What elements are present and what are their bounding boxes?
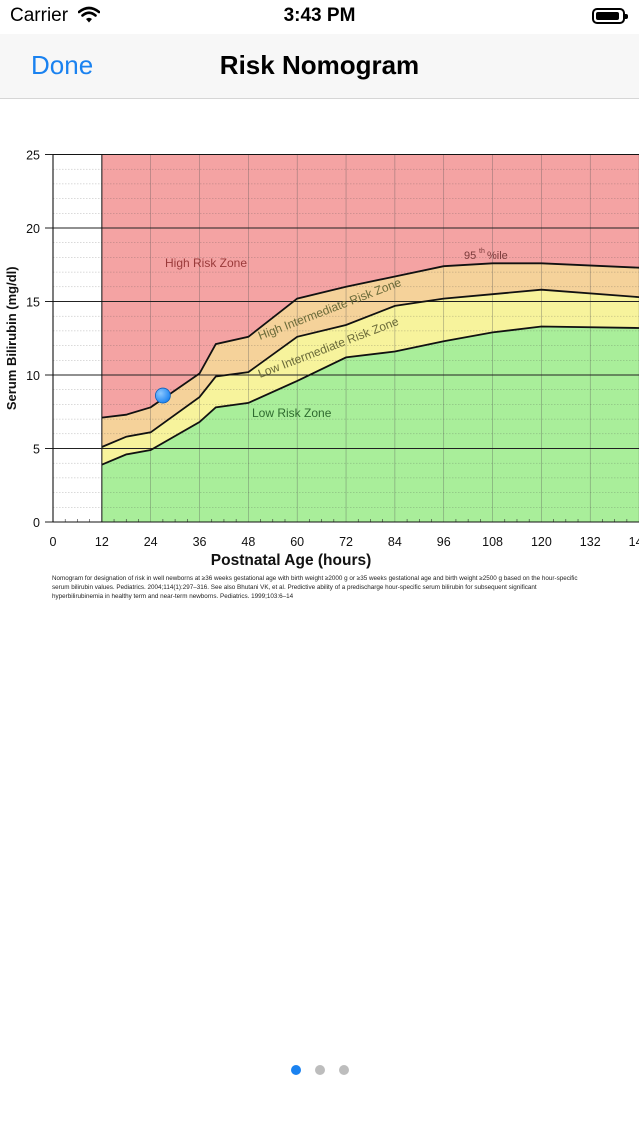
- y-tick-label: 10: [26, 369, 40, 383]
- percentile-curve-1: [101, 262, 639, 419]
- zone-label: Low Risk Zone: [252, 406, 332, 420]
- x-axis-title: Postnatal Age (hours): [211, 552, 371, 569]
- chart-grid: [45, 154, 639, 523]
- y-tick-label: 0: [33, 516, 40, 530]
- x-tick-label: 120: [531, 535, 552, 549]
- status-bar: Carrier 3:43 PM: [0, 0, 639, 34]
- y-tick-label: 5: [33, 443, 40, 457]
- x-tick-label: 60: [290, 535, 304, 549]
- percentile-label: 95: [464, 250, 476, 262]
- x-tick-label: 144: [629, 535, 639, 549]
- x-tick-label: 132: [580, 535, 601, 549]
- page-control[interactable]: [0, 1062, 639, 1075]
- caption-line-1: Nomogram for designation of risk in well…: [52, 575, 578, 582]
- page-dot-3[interactable]: [338, 1065, 349, 1075]
- wifi-icon: [77, 6, 101, 29]
- zone-label: High Risk Zone: [165, 256, 247, 270]
- x-tick-label: 12: [95, 535, 109, 549]
- y-tick-label: 15: [26, 296, 40, 310]
- carrier-label: Carrier: [10, 5, 69, 26]
- y-tick-label: 25: [26, 149, 40, 163]
- percentile-curve-3: [101, 325, 639, 466]
- percentile-curve-2: [101, 288, 639, 448]
- percentile-tail: %ile: [487, 250, 508, 262]
- y-axis-title: Serum Bilirubin (mg/dl): [4, 266, 19, 410]
- battery-icon: [592, 8, 628, 24]
- y-tick-label: 20: [26, 222, 40, 236]
- x-tick-label: 72: [339, 535, 353, 549]
- page-title: Risk Nomogram: [219, 50, 420, 80]
- clock-label: 3:43 PM: [283, 5, 356, 26]
- x-tick-label: 24: [144, 535, 158, 549]
- x-tick-label: 36: [193, 535, 207, 549]
- caption-line-2: serum bilirubin values. Pediatrics. 2004…: [52, 584, 537, 591]
- caption-line-3: hyperbilirubinemia in healthy term and n…: [52, 593, 294, 600]
- navigation-bar: Done Risk Nomogram: [0, 34, 639, 99]
- x-tick-label: 108: [482, 535, 503, 549]
- chart-caption: Nomogram for designation of risk in well…: [52, 574, 639, 601]
- x-tick-label: 48: [241, 535, 255, 549]
- x-tick-label: 0: [50, 535, 57, 549]
- page-dot-1[interactable]: [290, 1065, 301, 1075]
- x-tick-label: 84: [388, 535, 402, 549]
- done-button[interactable]: Done: [31, 50, 94, 80]
- page-dot-2[interactable]: [314, 1065, 325, 1075]
- percentile-suffix: th: [479, 248, 485, 255]
- nomogram-chart: 0 5 10 15 20 25 0 12 24 36 48 60 72 84 96 108 120 132 144 P…: [0, 140, 639, 620]
- x-tick-label: 96: [437, 535, 451, 549]
- patient-data-point: [154, 387, 171, 404]
- nomogram-chart-svg: 0 5 10 15 20 25 0 12 24 36 48 60 72 84 96 108 120 132 144 P…: [4, 149, 639, 569]
